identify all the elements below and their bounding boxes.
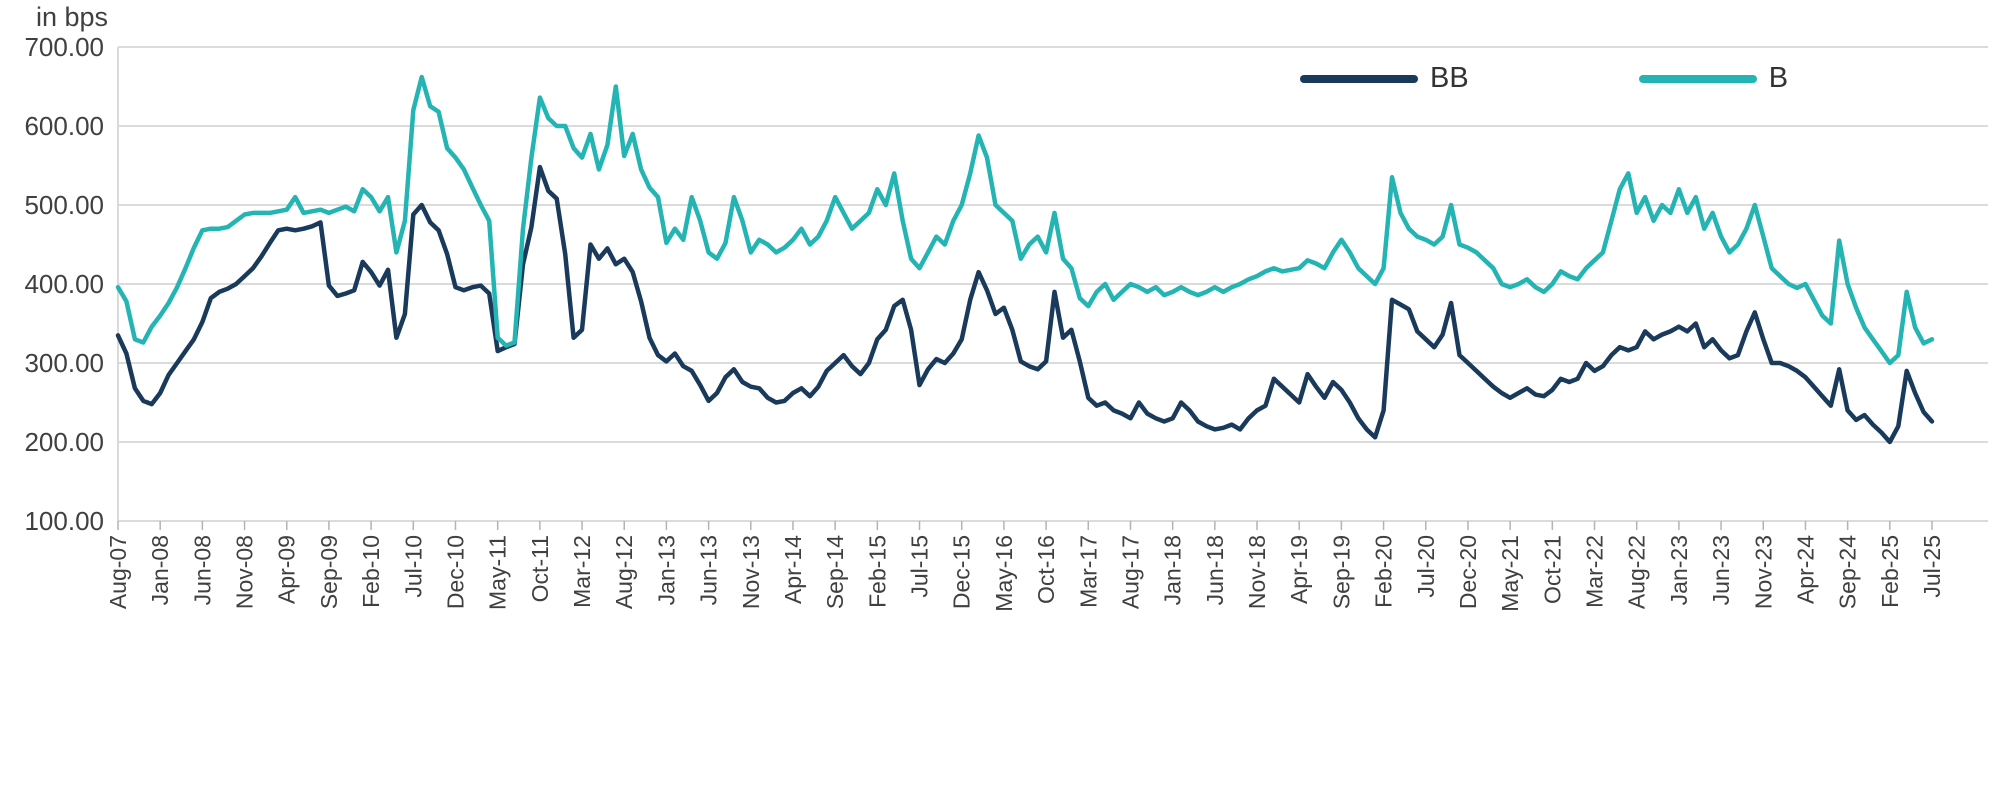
- x-tick-label: Jan-08: [147, 535, 173, 605]
- x-tick-label: Apr-19: [1286, 535, 1312, 604]
- x-tick-label: Aug-12: [611, 535, 637, 609]
- x-tick-label: May-16: [991, 535, 1017, 612]
- x-tick-label: Jan-18: [1160, 535, 1186, 605]
- x-tick-label: Oct-16: [1033, 535, 1059, 604]
- x-tick-label: Nov-23: [1750, 535, 1776, 609]
- legend-label-bb: BB: [1430, 62, 1469, 94]
- x-tick-label: Sep-24: [1835, 535, 1861, 609]
- y-axis-unit-label: in bps: [36, 2, 109, 32]
- x-tick-label: Jan-13: [653, 535, 679, 605]
- x-tick-label: Jul-15: [907, 535, 933, 598]
- y-tick-label: 200.00: [24, 427, 104, 457]
- x-tick-label: Aug-17: [1117, 535, 1143, 609]
- x-tick-label: Mar-22: [1582, 535, 1608, 608]
- x-tick-label: Nov-18: [1244, 535, 1270, 609]
- x-tick-label: Feb-25: [1877, 535, 1903, 608]
- x-tick-label: Oct-21: [1539, 535, 1565, 604]
- legend-label-b: B: [1768, 62, 1789, 94]
- x-tick-label: Sep-19: [1328, 535, 1354, 609]
- x-tick-label: Dec-15: [949, 535, 975, 609]
- x-tick-label: Jun-08: [189, 535, 215, 605]
- x-tick-label: Jun-23: [1708, 535, 1734, 605]
- x-tick-label: Jul-25: [1919, 535, 1945, 598]
- x-tick-label: May-11: [485, 535, 511, 610]
- x-tick-label: Feb-10: [358, 535, 384, 608]
- x-tick-label: Feb-15: [864, 535, 890, 608]
- x-tick-label: Jul-10: [400, 535, 426, 598]
- x-tick-label: Aug-22: [1624, 535, 1650, 609]
- x-tick-label: Aug-07: [105, 535, 131, 609]
- y-tick-label: 300.00: [24, 348, 104, 378]
- x-tick-label: Jan-23: [1666, 535, 1692, 605]
- y-tick-label: 400.00: [24, 269, 104, 299]
- x-tick-label: Apr-14: [780, 535, 806, 604]
- x-tick-label: Nov-08: [232, 535, 258, 609]
- x-tick-label: Oct-11: [527, 535, 553, 602]
- legend-item-bb: BB: [1300, 62, 1469, 95]
- series-line-b: [115, 74, 1935, 366]
- x-tick-label: Mar-17: [1075, 535, 1101, 608]
- x-tick-label: Mar-12: [569, 535, 595, 608]
- y-tick-label: 500.00: [24, 190, 104, 220]
- x-tick-label: Nov-13: [738, 535, 764, 609]
- series-line-bb: [115, 164, 1935, 445]
- x-tick-label: Dec-10: [442, 535, 468, 609]
- x-tick-label: Apr-24: [1792, 535, 1818, 604]
- x-tick-label: Dec-20: [1455, 535, 1481, 609]
- x-tick-label: Sep-09: [316, 535, 342, 609]
- x-tick-label: May-21: [1497, 535, 1523, 612]
- y-tick-label: 700.00: [24, 32, 104, 62]
- x-tick-label: Apr-09: [274, 535, 300, 604]
- x-tick-label: Jun-18: [1202, 535, 1228, 605]
- legend-line-b-icon: [1638, 74, 1757, 83]
- x-tick-label: Jun-13: [696, 535, 722, 605]
- legend: BB B: [1300, 62, 1788, 95]
- y-tick-label: 600.00: [24, 111, 104, 141]
- legend-item-b: B: [1638, 62, 1789, 95]
- x-tick-label: Jul-20: [1413, 535, 1439, 598]
- x-tick-label: Feb-20: [1371, 535, 1397, 608]
- x-tick-label: Sep-14: [822, 535, 848, 609]
- y-tick-label: 100.00: [24, 506, 104, 536]
- legend-line-bb-icon: [1300, 74, 1418, 83]
